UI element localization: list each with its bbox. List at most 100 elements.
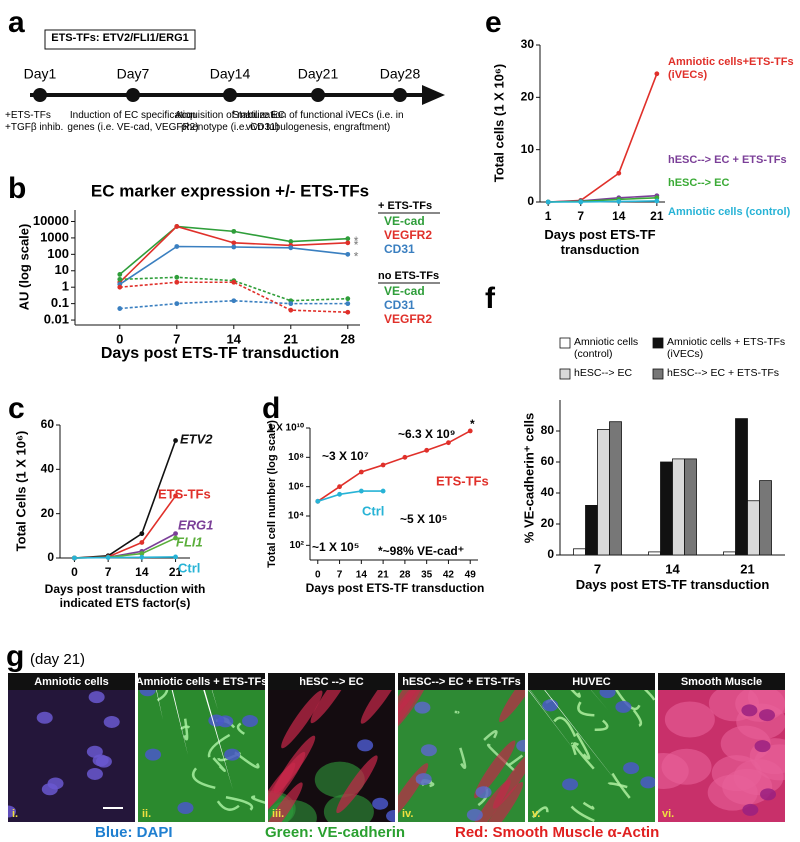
membrane <box>212 757 226 773</box>
data-point <box>578 199 584 205</box>
y-tick-label: 20 <box>541 516 555 530</box>
bar <box>573 548 586 556</box>
nucleus <box>562 778 579 791</box>
y-axis-label: Total cell number (log scale) <box>266 420 278 568</box>
annotation: * <box>354 238 359 252</box>
day-label: Day28 <box>380 66 421 82</box>
series-line <box>317 490 384 503</box>
day-label: Day1 <box>24 66 57 82</box>
fiber <box>469 779 511 822</box>
x-tick-label: 14 <box>665 561 680 576</box>
arrow <box>211 690 218 710</box>
timeline-point <box>126 88 140 102</box>
y-tick-label: 10⁸ <box>288 452 304 463</box>
nucleus <box>36 711 53 724</box>
y-tick-label: 10000 <box>33 213 69 228</box>
membrane <box>236 722 245 735</box>
agent-label: ETS-TFs: ETV2/FLI1/ERG1 <box>51 32 189 44</box>
data-point <box>174 279 180 285</box>
timeline-point <box>223 88 237 102</box>
data-point <box>173 554 178 560</box>
fiber <box>360 690 395 724</box>
membrane <box>553 716 577 737</box>
data-point <box>117 272 123 277</box>
series-line <box>548 200 657 203</box>
membrane <box>183 718 189 741</box>
bar <box>747 500 760 556</box>
y-tick-label: 20 <box>521 90 535 104</box>
milestone-text: Induction of EC specification genes (i.e… <box>67 110 199 133</box>
nucleus <box>758 709 775 722</box>
timeline-point <box>311 88 325 102</box>
series-label: ETV2 <box>180 431 213 446</box>
series-line <box>119 225 348 283</box>
image-title: Amniotic cells <box>34 676 109 688</box>
membrane <box>180 725 191 730</box>
nucleus <box>88 691 105 704</box>
image-header <box>8 673 135 690</box>
micrograph <box>398 690 525 822</box>
fiber <box>268 751 306 810</box>
nucleus <box>224 748 241 761</box>
series-label: Amniotic cells (control) <box>668 206 791 218</box>
image-title: HUVEC <box>572 676 611 688</box>
panel-label: b <box>8 172 26 205</box>
x-tick-label: 7 <box>173 331 180 346</box>
nucleus <box>217 715 234 728</box>
nucleus <box>742 803 759 816</box>
data-point <box>345 309 351 315</box>
x-tick-label: 7 <box>594 561 601 576</box>
arrow <box>156 690 163 720</box>
nucleus <box>466 808 483 821</box>
y-tick-label: 10⁶ <box>288 481 304 492</box>
day-label: Day14 <box>210 66 251 82</box>
bar <box>648 551 661 556</box>
nucleus <box>95 755 112 768</box>
nucleus <box>242 715 259 728</box>
y-tick-label: 1 X 10¹⁰ <box>268 423 304 434</box>
y-tick-label: 10² <box>290 540 305 551</box>
data-point <box>616 170 622 176</box>
membrane <box>594 719 609 731</box>
day-label: Day21 <box>298 66 339 82</box>
membrane <box>607 782 628 789</box>
data-point <box>345 251 351 257</box>
x-axis-label: Days post transduction with indicated ET… <box>44 582 206 610</box>
chart-title: EC marker expression +/- ETS-TFs <box>91 181 369 200</box>
x-tick-label: 14 <box>612 209 626 223</box>
fiber <box>336 755 378 814</box>
y-tick-label: 60 <box>41 417 55 431</box>
membrane <box>643 690 655 701</box>
data-point <box>174 224 180 229</box>
image-tag: v. <box>532 808 540 820</box>
legend-item: hESC--> EC <box>574 367 633 379</box>
image-header <box>528 673 655 690</box>
legend-group: + ETS-TFs <box>378 200 432 212</box>
y-axis-label: AU (log scale) <box>16 224 31 311</box>
membrane <box>191 767 216 790</box>
membrane <box>575 732 591 760</box>
data-point <box>345 236 351 242</box>
arrow <box>203 690 233 790</box>
data-point <box>174 244 180 249</box>
panel-label: d <box>262 392 280 425</box>
data-point <box>358 488 364 494</box>
image-tag: iii. <box>272 808 284 820</box>
data-point <box>424 447 430 453</box>
membrane <box>577 701 595 717</box>
data-point <box>139 554 145 560</box>
x-axis-label: Days post ETS-TF transduction <box>100 345 340 362</box>
x-tick-label: 35 <box>421 570 433 581</box>
micrograph <box>658 690 785 822</box>
image-tag: i. <box>12 808 18 820</box>
annotation: ~5 X 10⁵ <box>400 512 447 526</box>
data-point <box>545 199 551 205</box>
data-point <box>288 301 294 307</box>
data-point <box>337 491 342 497</box>
panel-label: c <box>8 392 25 425</box>
fiber <box>310 690 352 724</box>
y-tick-label: 80 <box>541 423 555 437</box>
timeline-point <box>393 88 407 102</box>
data-point <box>345 240 351 246</box>
